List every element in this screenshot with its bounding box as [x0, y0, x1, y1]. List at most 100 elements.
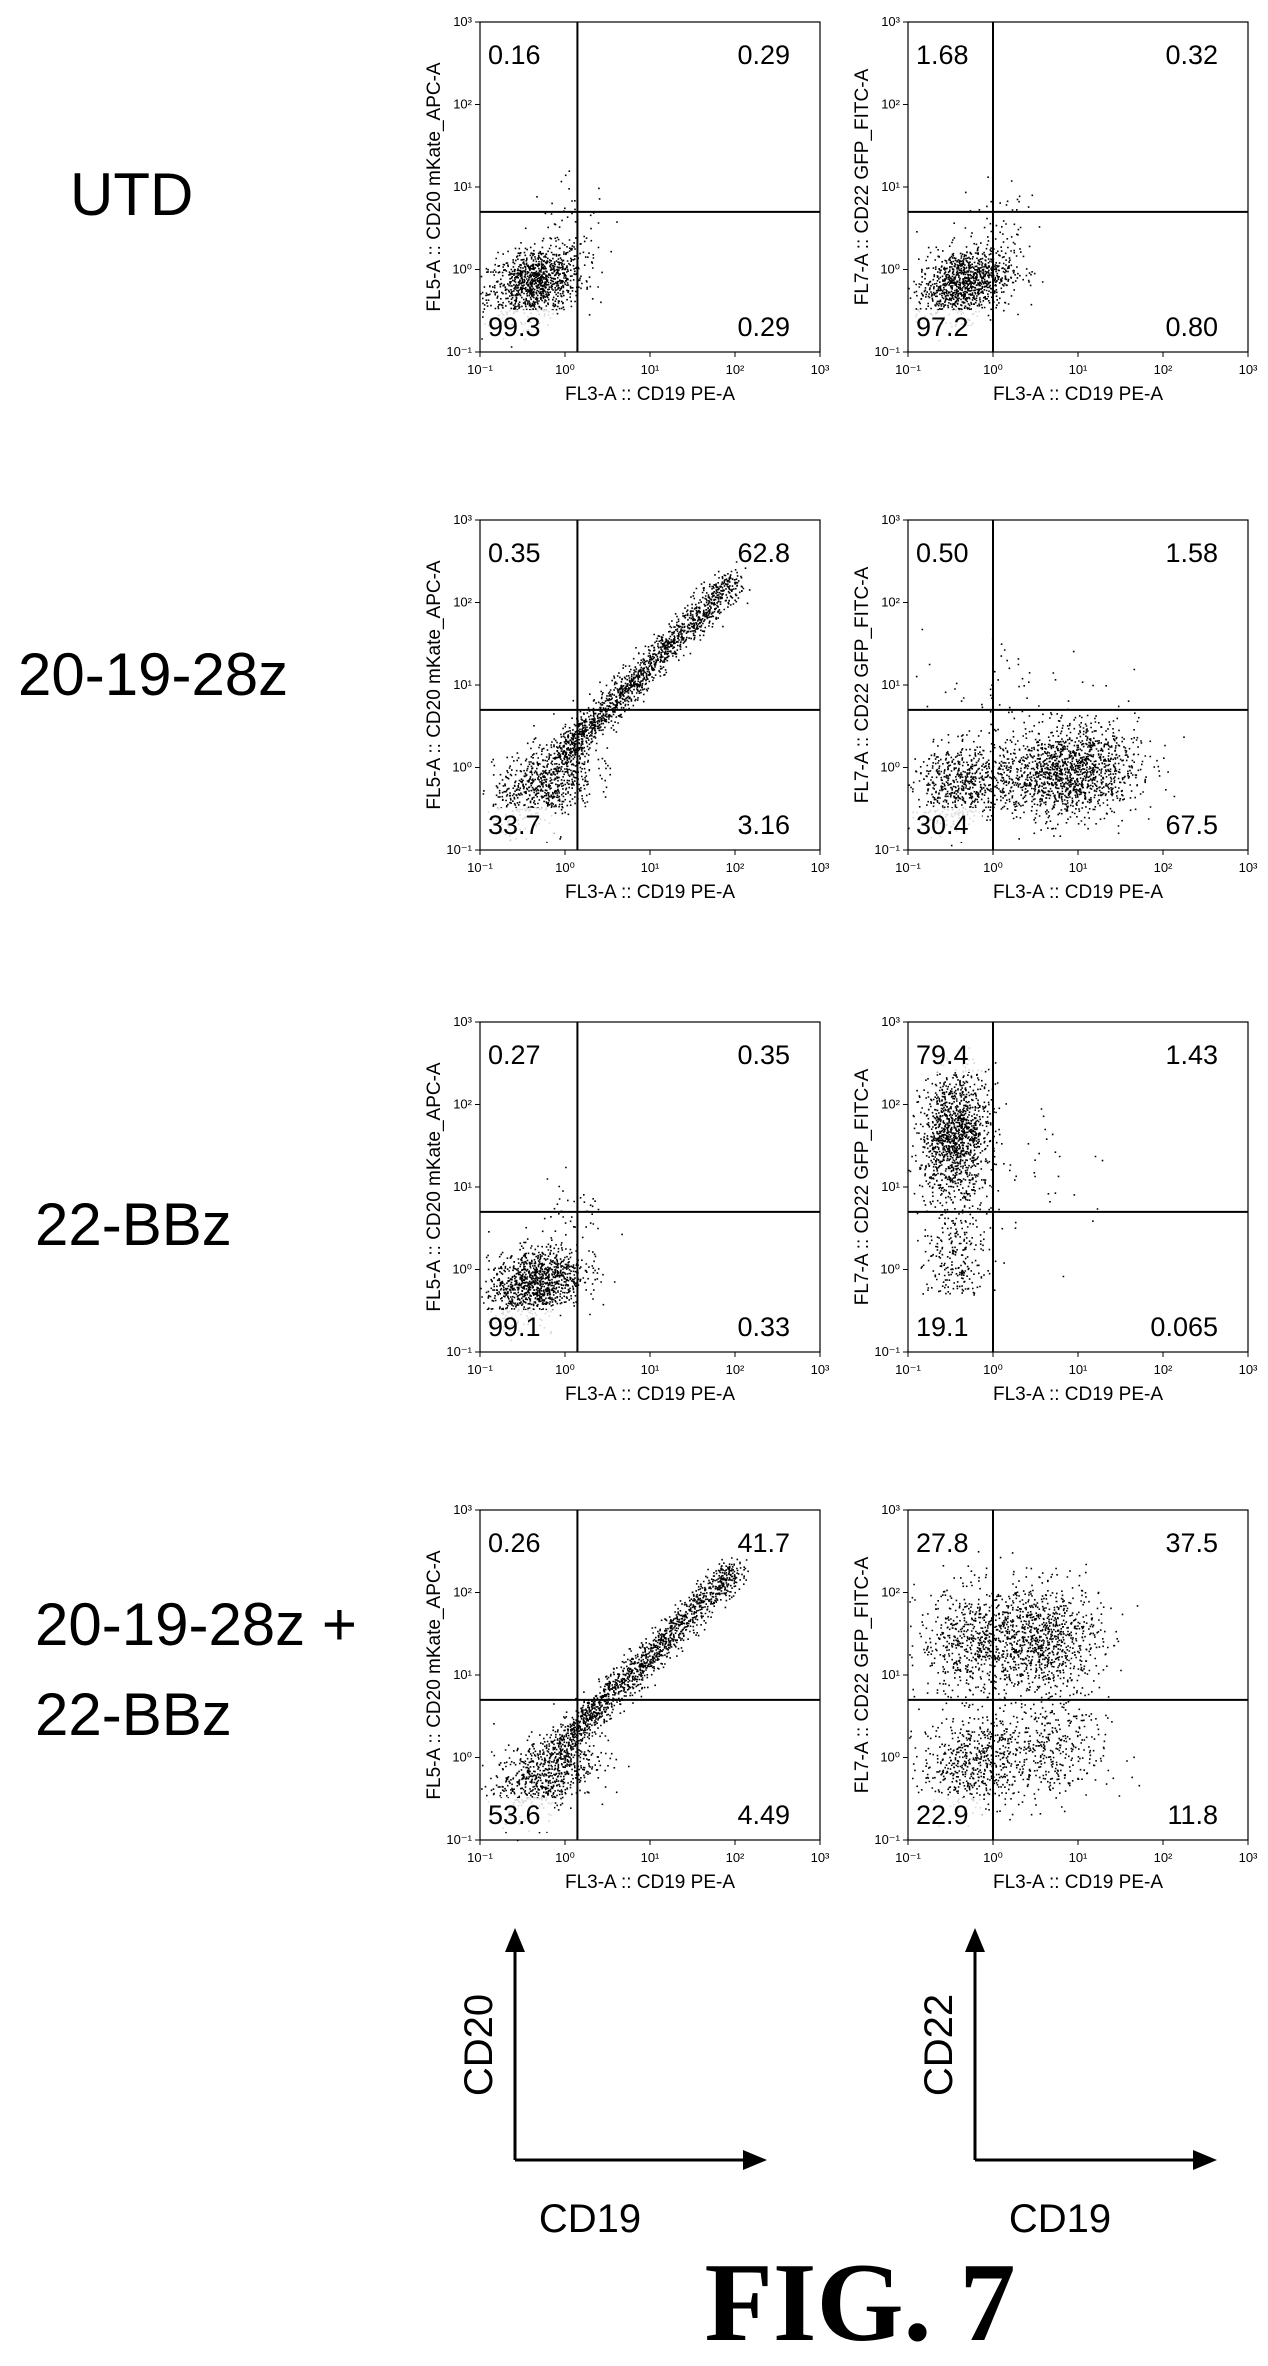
x-tick-label: 10² — [726, 362, 745, 377]
key-right-x-label: CD19 — [1009, 2197, 1111, 2241]
y-tick-label: 10⁰ — [452, 1262, 472, 1277]
x-tick-label: 10⁰ — [983, 362, 1003, 377]
y-tick-label: 10² — [453, 595, 472, 610]
y-tick-label: 10⁰ — [880, 1750, 900, 1765]
row-label-20-19-28z: 20-19-28z — [18, 641, 288, 708]
y-tick-label: 10² — [453, 1585, 472, 1600]
x-tick-label: 10³ — [1239, 1850, 1258, 1865]
key-left-x-arrowhead — [743, 2150, 767, 2170]
scatter-dots — [480, 1166, 623, 1342]
x-tick-label: 10³ — [811, 1362, 830, 1377]
x-tick-label: 10² — [1154, 1362, 1173, 1377]
key-left-x-label: CD19 — [539, 2197, 641, 2241]
y-tick-label: 10⁻¹ — [874, 1344, 900, 1359]
row-label-22-bbz: 22-BBz — [35, 1191, 232, 1258]
x-tick-label: 10³ — [1239, 1362, 1258, 1377]
row-label-utd: UTD — [70, 161, 193, 228]
y-tick-label: 10² — [453, 97, 472, 112]
y-tick-label: 10⁻¹ — [874, 842, 900, 857]
quadrant-upper-left-value: 0.26 — [488, 1528, 541, 1558]
x-tick-label: 10² — [726, 860, 745, 875]
scatter-dots — [480, 170, 618, 348]
quadrant-upper-right-value: 0.32 — [1165, 40, 1218, 70]
scatter-dots — [908, 1045, 1104, 1296]
quadrant-lower-left-value: 19.1 — [916, 1312, 969, 1342]
x-tick-label: 10³ — [811, 1850, 830, 1865]
y-tick-label: 10³ — [453, 1502, 472, 1517]
key-right-y-label: CD22 — [917, 1994, 961, 2096]
y-axis-label: FL7-A :: CD22 GFP_FITC-A — [852, 1556, 873, 1793]
y-tick-label: 10¹ — [453, 1179, 472, 1194]
y-tick-label: 10³ — [881, 512, 900, 527]
y-tick-label: 10² — [881, 1585, 900, 1600]
x-axis-label: FL3-A :: CD19 PE-A — [565, 1384, 735, 1405]
y-axis-label: FL5-A :: CD20 mKate_APC-A — [424, 560, 445, 810]
x-tick-label: 10² — [1154, 1850, 1173, 1865]
key-left-y-arrowhead — [505, 1928, 525, 1952]
row-label-combo-line1: 20-19-28z + — [35, 1591, 357, 1658]
quadrant-lower-left-value: 22.9 — [916, 1800, 969, 1830]
y-axis-label: FL7-A :: CD22 GFP_FITC-A — [852, 1068, 873, 1305]
y-axis-label: FL5-A :: CD20 mKate_APC-A — [424, 62, 445, 312]
scatter-dots — [909, 1551, 1141, 1827]
key-left: CD20 CD19 — [457, 1928, 767, 2241]
y-tick-label: 10⁰ — [452, 760, 472, 775]
y-tick-label: 10⁻¹ — [446, 344, 472, 359]
quadrant-label-bg — [912, 310, 982, 344]
x-tick-label: 10¹ — [641, 1362, 660, 1377]
quadrant-lower-left-value: 99.1 — [488, 1312, 541, 1342]
scatter-dots — [908, 628, 1185, 847]
plot-frame — [479, 1021, 821, 1353]
quadrant-lower-right-value: 67.5 — [1165, 810, 1218, 840]
x-tick-label: 10¹ — [641, 362, 660, 377]
x-tick-label: 10⁰ — [555, 1850, 575, 1865]
x-tick-label: 10¹ — [641, 860, 660, 875]
quadrant-lower-right-value: 11.8 — [1167, 1800, 1218, 1830]
y-tick-label: 10¹ — [881, 1667, 900, 1682]
scatter-dots — [482, 561, 751, 843]
x-axis-label: FL3-A :: CD19 PE-A — [993, 1872, 1163, 1893]
quadrant-lower-right-value: 0.80 — [1165, 312, 1218, 342]
quadrant-lower-right-value: 3.16 — [737, 810, 790, 840]
y-tick-label: 10² — [881, 97, 900, 112]
x-tick-label: 10³ — [1239, 362, 1258, 377]
plot-frame — [907, 21, 1249, 353]
figure-label: FIG. 7 — [704, 2241, 1015, 2365]
x-tick-label: 10¹ — [641, 1850, 660, 1865]
quadrant-upper-right-value: 41.7 — [737, 1528, 790, 1558]
y-tick-label: 10¹ — [881, 179, 900, 194]
key-right-x-arrowhead — [1193, 2150, 1217, 2170]
x-tick-label: 10¹ — [1069, 1850, 1088, 1865]
quadrant-upper-right-value: 0.29 — [737, 40, 790, 70]
y-tick-label: 10⁻¹ — [874, 344, 900, 359]
quadrant-label-bg — [484, 1310, 554, 1344]
x-axis-label: FL3-A :: CD19 PE-A — [565, 384, 735, 405]
quadrant-label-bg — [484, 808, 554, 842]
x-tick-label: 10² — [726, 1362, 745, 1377]
scatter-point-cloud — [480, 170, 618, 348]
scatter-point-cloud — [480, 1166, 623, 1342]
quadrant-lower-left-value: 33.7 — [488, 810, 541, 840]
y-axis-label: FL5-A :: CD20 mKate_APC-A — [424, 1062, 445, 1312]
scatter-point-cloud — [909, 1551, 1141, 1827]
scatter-point-cloud — [908, 1045, 1104, 1296]
quadrant-upper-left-value: 0.16 — [488, 40, 541, 70]
plot-frame — [479, 21, 821, 353]
quadrant-upper-left-value: 1.68 — [916, 40, 969, 70]
x-tick-label: 10⁻¹ — [895, 860, 921, 875]
quadrant-upper-left-value: 0.35 — [488, 538, 541, 568]
x-tick-label: 10⁻¹ — [467, 362, 493, 377]
y-tick-label: 10⁻¹ — [446, 1832, 472, 1847]
quadrant-upper-right-value: 1.43 — [1165, 1040, 1218, 1070]
y-tick-label: 10² — [881, 595, 900, 610]
y-tick-label: 10² — [453, 1097, 472, 1112]
quadrant-upper-right-value: 1.58 — [1165, 538, 1218, 568]
quadrant-label-bg — [484, 1798, 554, 1832]
